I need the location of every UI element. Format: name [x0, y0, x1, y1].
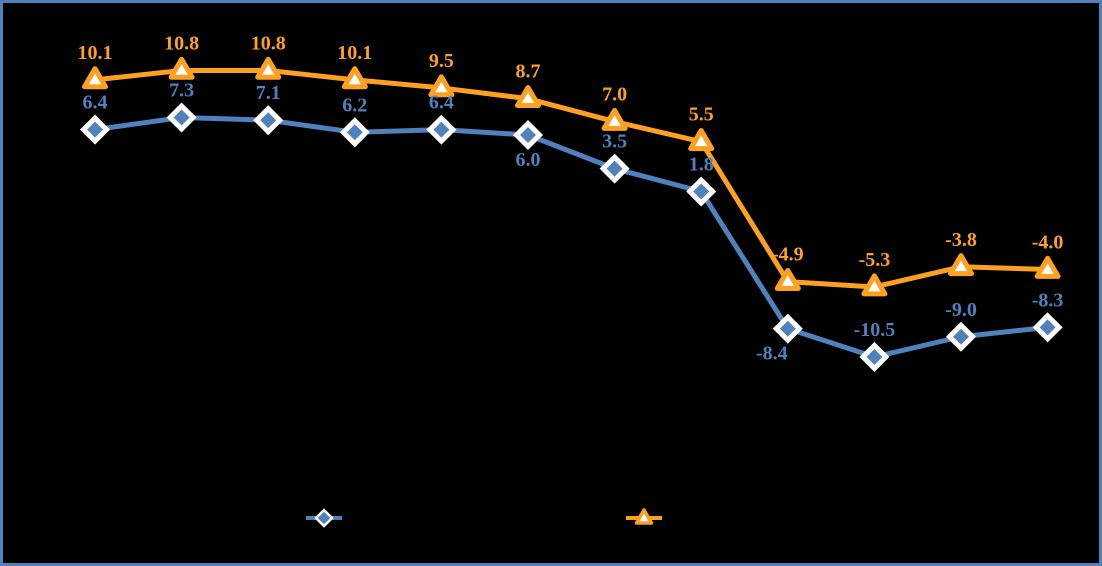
legend-marker-triangle-icon	[634, 508, 654, 525]
data-point-marker-orange-triangle	[688, 128, 715, 152]
data-point-marker-orange-triangle	[948, 253, 974, 277]
data-label-blue-diamond: 6.0	[516, 149, 541, 171]
data-label-orange-triangle: -4.0	[1032, 232, 1064, 254]
data-label-orange-triangle: -5.3	[859, 249, 891, 271]
data-label-blue-diamond: -8.3	[1032, 289, 1064, 311]
data-label-orange-triangle: 10.1	[78, 42, 113, 64]
data-label-orange-triangle: 10.1	[337, 42, 372, 64]
data-point-marker-blue-diamond	[166, 102, 197, 133]
legend-key-orange-triangle	[626, 508, 662, 525]
data-point-marker-orange-triangle	[428, 74, 455, 98]
data-point-marker-blue-diamond	[686, 176, 717, 207]
data-point-marker-blue-diamond	[859, 341, 890, 372]
data-label-blue-diamond: 1.8	[689, 153, 714, 175]
data-point-marker-blue-diamond	[339, 117, 370, 148]
data-label-blue-diamond: 6.4	[83, 92, 108, 114]
data-label-blue-diamond: -9.0	[945, 299, 977, 321]
data-label-orange-triangle: 7.0	[602, 84, 627, 106]
data-label-orange-triangle: -4.9	[772, 244, 804, 266]
data-point-marker-orange-triangle	[341, 66, 368, 90]
data-label-orange-triangle: 8.7	[516, 61, 541, 83]
data-point-marker-blue-diamond	[945, 321, 977, 352]
legend-key-blue-diamond	[306, 508, 342, 528]
data-point-marker-orange-triangle	[255, 56, 282, 80]
data-label-blue-diamond: 7.1	[256, 82, 281, 104]
data-point-marker-blue-diamond	[772, 313, 803, 344]
series-line-blue-diamond	[92, 115, 1051, 360]
data-point-marker-blue-diamond	[253, 105, 284, 136]
data-label-blue-diamond: 6.2	[342, 94, 367, 116]
data-point-marker-orange-triangle	[601, 107, 628, 131]
data-point-marker-orange-triangle	[861, 273, 888, 297]
data-point-marker-blue-diamond	[79, 114, 111, 145]
data-label-blue-diamond: 7.3	[169, 80, 194, 102]
legend-marker-diamond-icon	[314, 508, 334, 528]
data-point-marker-blue-diamond	[1032, 312, 1063, 343]
data-point-marker-orange-triangle	[82, 66, 108, 90]
data-point-marker-orange-triangle	[1034, 255, 1061, 279]
data-label-orange-triangle: 10.8	[251, 32, 286, 54]
data-label-orange-triangle: 9.5	[429, 50, 454, 72]
series-line-orange-triangle	[92, 67, 1051, 290]
data-label-orange-triangle: 10.8	[164, 32, 199, 54]
data-label-orange-triangle: 5.5	[689, 104, 714, 126]
data-point-marker-orange-triangle	[168, 56, 195, 80]
data-label-blue-diamond: 3.5	[602, 131, 627, 153]
data-point-marker-orange-triangle	[774, 267, 801, 291]
data-point-marker-blue-diamond	[426, 114, 457, 145]
data-point-marker-blue-diamond	[599, 153, 630, 184]
data-label-blue-diamond: -10.5	[854, 319, 896, 341]
data-point-marker-orange-triangle	[515, 85, 541, 109]
data-label-blue-diamond: 6.4	[429, 92, 454, 114]
data-point-marker-blue-diamond	[512, 119, 544, 151]
data-label-orange-triangle: -3.8	[945, 229, 977, 251]
data-label-blue-diamond: -8.4	[756, 343, 788, 365]
